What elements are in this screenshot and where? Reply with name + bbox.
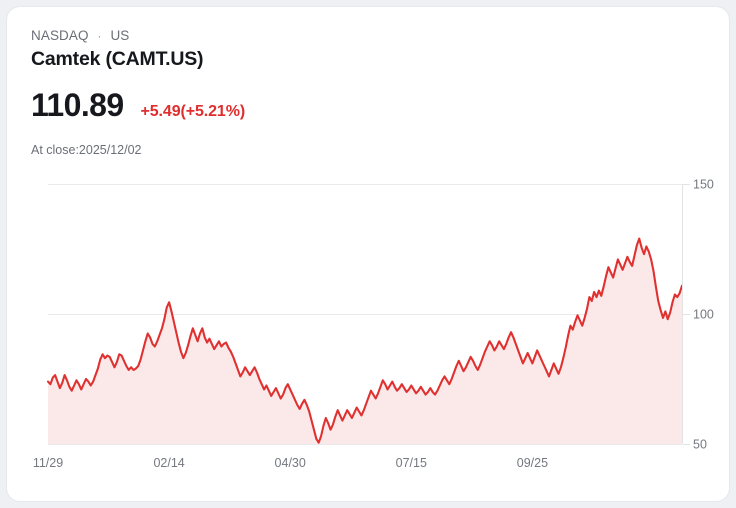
market-status: At close:2025/12/02 — [31, 143, 142, 157]
region-label: US — [110, 28, 130, 43]
price-area-fill — [48, 238, 682, 444]
y-axis-ticks: 150 100 50 — [683, 178, 714, 452]
last-price: 110.89 — [31, 87, 124, 123]
separator-dot: · — [97, 29, 102, 43]
price-chart-svg[interactable]: 150 100 50 11/29 02/14 04/30 07/15 09/25 — [7, 167, 730, 487]
x-axis-tick-label: 02/14 — [153, 456, 184, 470]
exchange-region-row: NASDAQ · US — [31, 28, 129, 43]
price-line — [46, 237, 684, 444]
page-title: Camtek (CAMT.US) — [31, 48, 204, 70]
y-axis-tick-label: 150 — [693, 178, 714, 192]
price-row: 110.89 +5.49(+5.21%) — [31, 87, 245, 124]
x-axis-tick-label: 07/15 — [396, 456, 427, 470]
grid-lines — [48, 184, 682, 445]
quote-card: NASDAQ · US Camtek (CAMT.US) 110.89 +5.4… — [6, 6, 730, 502]
exchange-label: NASDAQ — [31, 28, 89, 43]
x-axis-tick-label: 09/25 — [517, 456, 548, 470]
y-axis-tick-label: 50 — [693, 438, 707, 452]
price-chart[interactable]: 150 100 50 11/29 02/14 04/30 07/15 09/25 — [7, 167, 730, 487]
y-axis-tick-label: 100 — [693, 308, 714, 322]
x-axis-tick-label: 11/29 — [33, 456, 63, 470]
x-axis-tick-label: 04/30 — [275, 456, 306, 470]
x-axis-ticks: 11/29 02/14 04/30 07/15 09/25 — [33, 456, 548, 470]
price-change: +5.49(+5.21%) — [140, 103, 246, 120]
